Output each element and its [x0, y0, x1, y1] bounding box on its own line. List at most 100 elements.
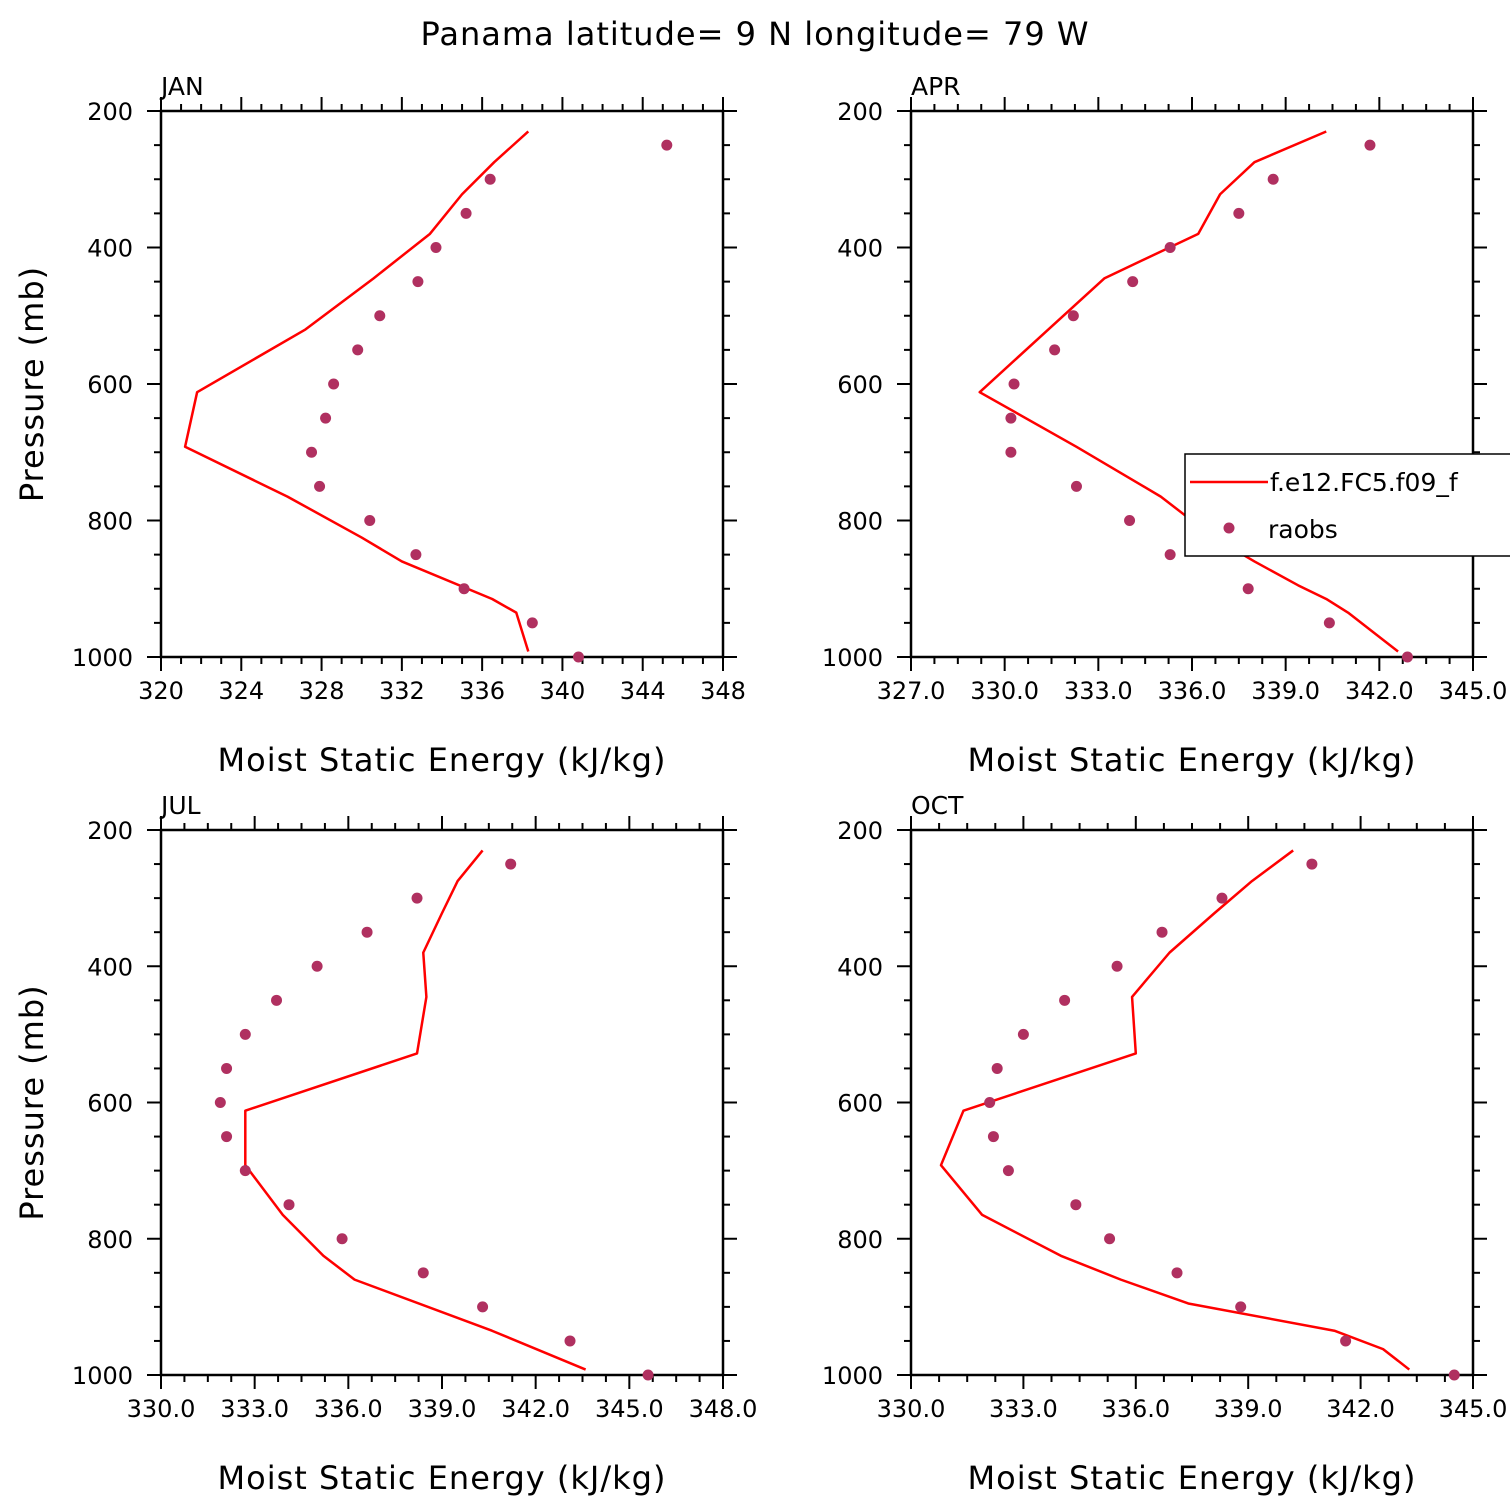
x-tick-label: 336.0	[1101, 1395, 1170, 1423]
raobs-point	[984, 1097, 996, 1108]
raobs-point	[1127, 276, 1139, 288]
raobs-point	[1306, 858, 1318, 870]
raobs-point	[477, 1301, 489, 1313]
y-axis-label: Pressure (mb)	[13, 266, 51, 502]
raobs-point	[991, 1062, 1003, 1074]
raobs-point	[1008, 378, 1020, 390]
raobs-point	[314, 480, 326, 492]
raobs-point	[214, 1097, 226, 1108]
raobs-point	[1164, 242, 1176, 253]
y-axis-label: Pressure (mb)	[13, 984, 51, 1220]
y-tick-label: 800	[87, 508, 133, 536]
raobs-point	[1171, 1267, 1183, 1279]
raobs-point	[328, 378, 340, 390]
raobs-point	[1164, 549, 1176, 561]
x-tick-label: 345.0	[1439, 1395, 1508, 1423]
raobs-point	[1242, 583, 1254, 595]
x-tick-label: 336.0	[314, 1395, 383, 1423]
raobs-point	[661, 139, 673, 151]
y-tick-label: 1000	[72, 644, 133, 672]
panel-oct: 330.0 333.0 336.0 339.0 342.0 345.0 200 400 600 8…	[822, 791, 1507, 1497]
model-series-line	[244, 849, 587, 1371]
x-tick-label: 344	[620, 677, 666, 705]
raobs-point	[987, 1131, 999, 1143]
raobs-point	[1216, 892, 1228, 904]
raobs-point	[430, 242, 442, 253]
x-tick-label: 339.0	[408, 1395, 477, 1423]
x-tick-label: 336.0	[1158, 677, 1227, 705]
x-tick-label: 345.0	[595, 1395, 664, 1423]
raobs-point	[283, 1199, 295, 1211]
legend-box	[1184, 453, 1510, 557]
x-tick-label: 339.0	[1214, 1395, 1283, 1423]
raobs-point	[1340, 1335, 1352, 1347]
raobs-point	[484, 173, 496, 185]
legend-label-model: f.e12.FC5.f09_f	[1270, 468, 1459, 497]
y-tick-label: 800	[87, 1226, 133, 1254]
y-tick-label: 1000	[822, 1362, 883, 1390]
panel-title: APR	[911, 72, 961, 101]
panel-jan: 320 324 328 332 336 340 344 348 200 400 600 800 1000…	[13, 72, 746, 779]
panel-title: JAN	[159, 72, 204, 101]
x-tick-label: 348.0	[689, 1395, 758, 1423]
y-tick-label: 400	[87, 953, 133, 981]
raobs-point	[1005, 412, 1017, 424]
legend-marker-swatch	[1223, 522, 1235, 534]
raobs-point	[239, 1028, 251, 1040]
raobs-point	[1104, 1233, 1116, 1245]
y-tick-label: 200	[837, 817, 883, 845]
x-tick-label: 333.0	[989, 1395, 1058, 1423]
x-axis-label: Moist Static Energy (kJ/kg)	[218, 1459, 667, 1497]
panel-jul: 330.0 333.0 336.0 339.0 342.0 345.0 348.0 200 40…	[13, 791, 757, 1497]
x-tick-label: 336	[459, 677, 505, 705]
legend-label-raobs: raobs	[1268, 515, 1338, 544]
raobs-point	[417, 1267, 429, 1279]
raobs-point	[221, 1062, 233, 1074]
raobs-point	[1401, 651, 1413, 663]
raobs-point	[1070, 480, 1082, 492]
x-tick-label: 345.0	[1439, 677, 1508, 705]
raobs-point	[364, 515, 376, 526]
raobs-point	[411, 892, 423, 904]
y-tick-label: 200	[837, 98, 883, 126]
y-tick-label: 600	[87, 1090, 133, 1118]
y-tick-label: 400	[837, 953, 883, 981]
raobs-point	[1124, 515, 1136, 526]
raobs-point	[1059, 994, 1071, 1006]
panels: 320 324 328 332 336 340 344 348 200 400 600 800 1000…	[13, 72, 1507, 1497]
raobs-point	[320, 412, 332, 424]
plot-frame	[909, 109, 1475, 659]
x-axis-label: Moist Static Energy (kJ/kg)	[218, 741, 667, 779]
plot-frame	[159, 109, 725, 659]
x-tick-label: 330.0	[970, 677, 1039, 705]
raobs-point	[1002, 1165, 1014, 1177]
x-tick-label: 348	[700, 677, 746, 705]
raobs-point	[1005, 446, 1017, 458]
panel-title: OCT	[911, 791, 964, 820]
raobs-point	[306, 446, 318, 458]
raobs-point	[1070, 1199, 1082, 1211]
x-tick-label: 340	[540, 677, 586, 705]
x-tick-label: 328	[299, 677, 345, 705]
x-axis-label: Moist Static Energy (kJ/kg)	[968, 1459, 1417, 1497]
x-tick-label: 324	[218, 677, 264, 705]
raobs-point	[336, 1233, 348, 1245]
model-series-line	[183, 130, 530, 652]
raobs-point	[1111, 960, 1123, 972]
raobs-point	[1235, 1301, 1247, 1313]
x-tick-label: 342.0	[501, 1395, 570, 1423]
x-tick-label: 332	[379, 677, 425, 705]
x-tick-label: 342.0	[1345, 677, 1414, 705]
raobs-point	[1067, 310, 1079, 322]
panel-apr: 327.0 330.0 333.0 336.0 339.0 342.0 345.0 200 40…	[822, 72, 1507, 779]
raobs-point	[1233, 207, 1245, 219]
raobs-point	[1049, 344, 1061, 356]
x-tick-label: 339.0	[1251, 677, 1320, 705]
y-tick-label: 800	[837, 508, 883, 536]
raobs-point	[1323, 617, 1335, 629]
y-tick-label: 400	[837, 235, 883, 263]
x-tick-label: 333.0	[1064, 677, 1133, 705]
x-tick-label: 330.0	[127, 1395, 196, 1423]
x-tick-label: 333.0	[220, 1395, 289, 1423]
